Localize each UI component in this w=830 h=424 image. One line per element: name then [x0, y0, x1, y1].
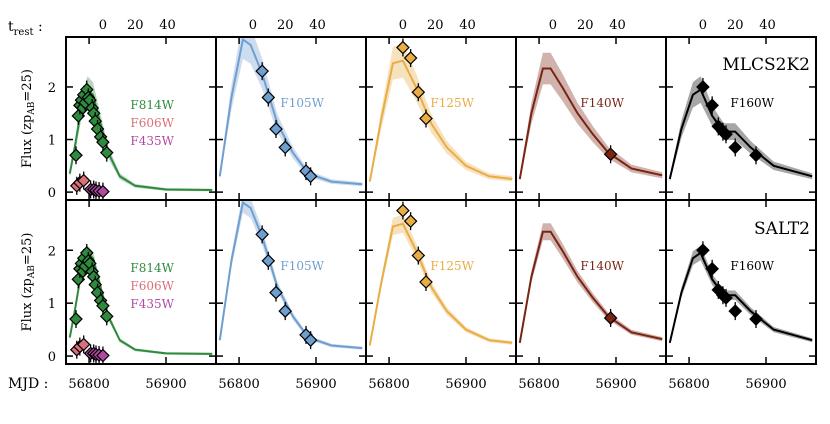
y-tick-label: 2 [48, 244, 56, 259]
bottom-tick-label: 56800 [368, 377, 409, 392]
y-tick-label: 0 [48, 350, 56, 365]
model-band [370, 44, 512, 184]
panel-f105w-salt2: F105W [216, 192, 366, 364]
filter-label-f105w: F105W [280, 96, 324, 110]
filter-label-f606w: F606W [130, 116, 174, 130]
top-tick-label: 20 [277, 18, 294, 33]
panel-f105w-mlcs2k2: F105W [216, 20, 366, 200]
panel-frame [516, 200, 666, 364]
bottom-axis-label: MJD : [8, 376, 48, 392]
data-point [729, 305, 741, 317]
filter-label-f435w: F435W [130, 134, 174, 148]
top-tick-label: 40 [159, 18, 176, 33]
filter-label-f435w: F435W [130, 297, 174, 311]
model-curve [220, 203, 362, 349]
filter-label-f125w: F125W [430, 259, 474, 273]
bottom-tick-label: 56900 [145, 377, 186, 392]
model-curve [520, 232, 662, 343]
y-axis-label-sub: AB [27, 101, 37, 115]
model-band [670, 76, 812, 181]
panel-f814w-mlcs2k2: F814W F606W F435W 0 1 2 [48, 37, 216, 201]
filter-label-f814w: F814W [130, 261, 174, 275]
y-axis-label: Flux (zpAB=25) [20, 233, 37, 332]
panel-f125w-mlcs2k2: F125W [366, 37, 516, 200]
top-tick-label: 40 [759, 18, 776, 33]
filter-label-f105w: F105W [280, 259, 324, 273]
filter-label-f606w: F606W [130, 279, 174, 293]
top-axis-label-suffix: : [34, 19, 43, 35]
top-tick-label: 20 [577, 18, 594, 33]
bottom-tick-label: 56800 [668, 377, 709, 392]
top-tick-label: 0 [399, 18, 407, 33]
top-axis-label: trest : [8, 19, 43, 38]
top-tick-label: 40 [309, 18, 326, 33]
panel-f814w-salt2: F814W F606W F435W 0 1 2 [48, 200, 216, 365]
top-tick-label: 0 [99, 18, 107, 33]
y-tick-label: 1 [48, 297, 56, 312]
filter-label-f160w: F160W [730, 96, 774, 110]
bottom-tick-label: 56800 [218, 377, 259, 392]
top-tick-label: 0 [549, 18, 557, 33]
top-tick-label: 0 [699, 18, 707, 33]
filter-label-f140w: F140W [580, 96, 624, 110]
top-tick-label: 40 [609, 18, 626, 33]
model-label-mlcs2k2: MLCS2K2 [722, 55, 810, 75]
bottom-tick-label: 56900 [445, 377, 486, 392]
top-tick-label: 40 [459, 18, 476, 33]
bottom-tick-label: 56900 [295, 377, 336, 392]
top-tick-label: 20 [127, 18, 144, 33]
top-tick-label: 20 [427, 18, 444, 33]
y-tick-label: 2 [48, 81, 56, 96]
bottom-tick-label: 56800 [518, 377, 559, 392]
filter-label-f140w: F140W [580, 259, 624, 273]
y-axis-label-suffix: =25) [20, 69, 35, 102]
filter-label-f125w: F125W [430, 96, 474, 110]
top-tick-label: 0 [249, 18, 257, 33]
bottom-tick-label: 56900 [745, 377, 786, 392]
bottom-tick-label: 56900 [595, 377, 636, 392]
top-axis-label-sub: rest [14, 27, 34, 38]
bottom-tick-label: 56800 [68, 377, 109, 392]
panel-f140w-mlcs2k2: F140W [516, 37, 666, 200]
panel-f140w-salt2: F140W [516, 200, 666, 364]
top-tick-label: 20 [727, 18, 744, 33]
y-axis-label-sub: AB [27, 265, 37, 279]
model-label-salt2: SALT2 [754, 219, 810, 239]
data-point [397, 205, 409, 217]
y-tick-label: 1 [48, 134, 56, 149]
panel-frame [516, 37, 666, 200]
y-axis-label-suffix: =25) [20, 233, 35, 266]
y-tick-label: 0 [48, 186, 56, 201]
y-axis-label: Flux (zpAB=25) [20, 69, 37, 168]
light-curve-figure: F814WF606WF435W012F814WF606WF435W0120 20 4… [0, 0, 830, 424]
filter-label-f814w: F814W [130, 98, 174, 112]
panel-f125w-salt2: F125W [366, 200, 516, 364]
filter-label-f160w: F160W [730, 259, 774, 273]
